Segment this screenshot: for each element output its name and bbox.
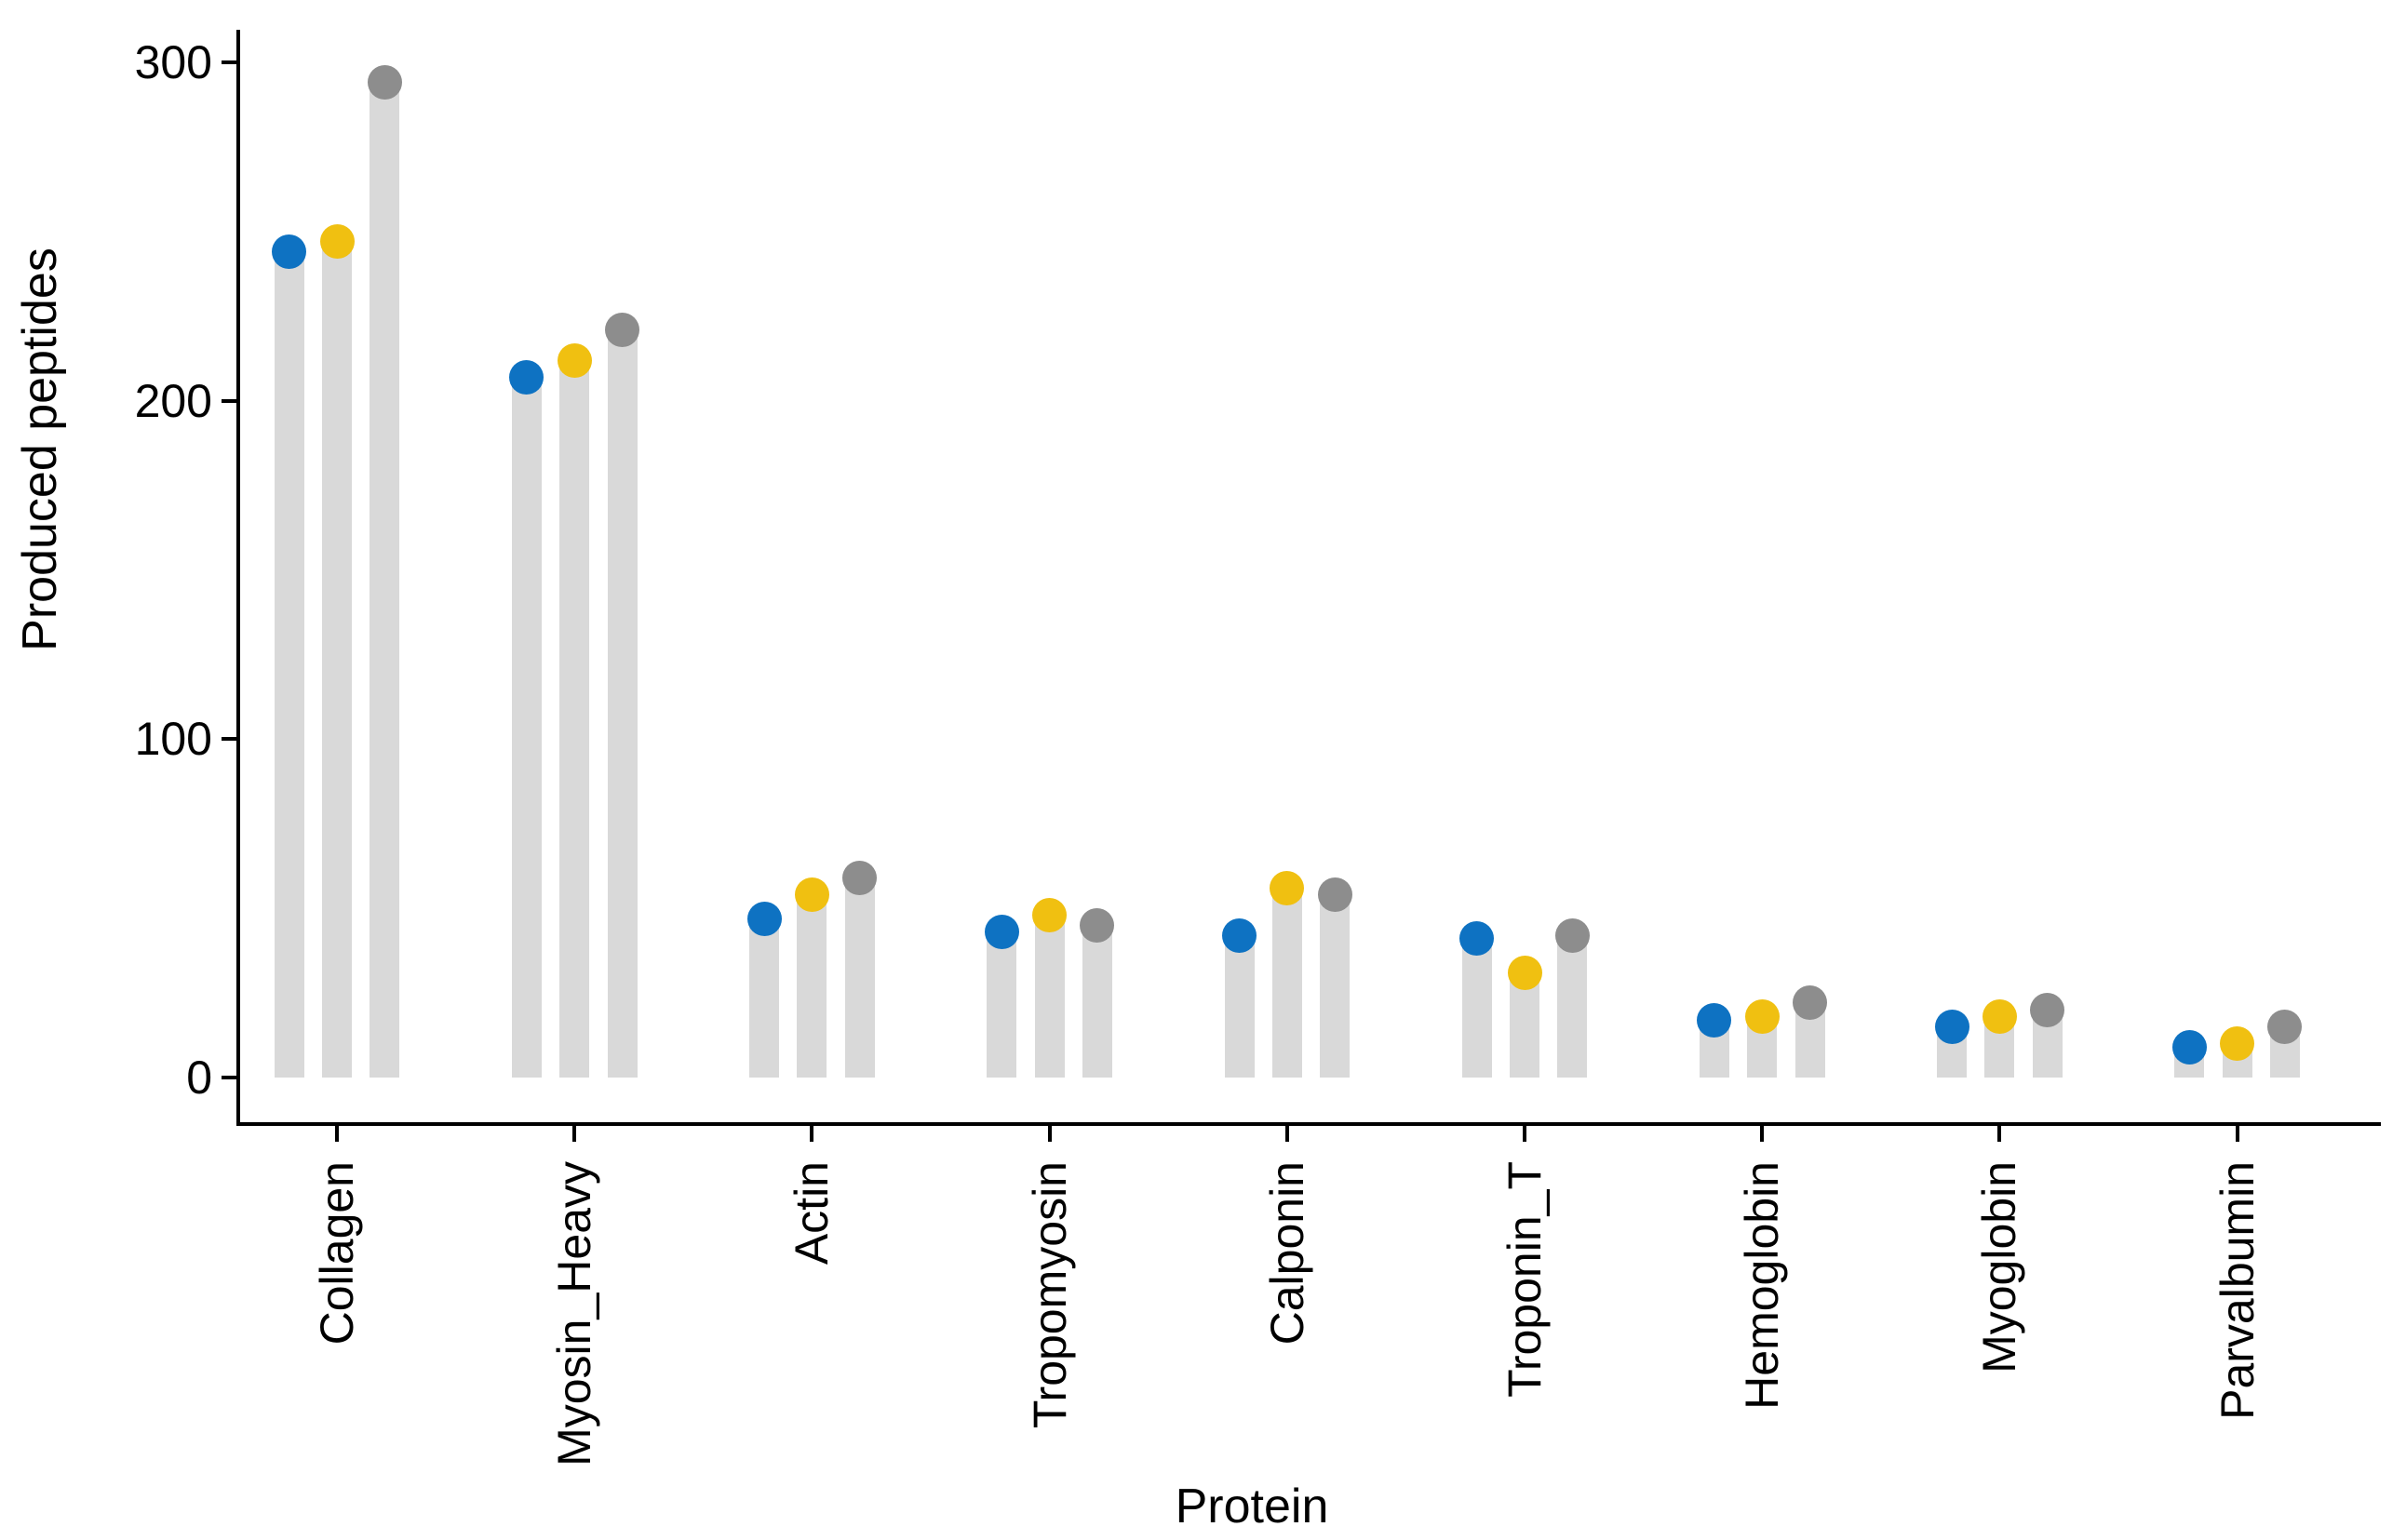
dot-gray	[842, 860, 878, 895]
y-axis-line	[236, 30, 240, 1126]
bar-yellow	[559, 360, 590, 1078]
dot-blue	[1934, 1009, 1969, 1044]
x-category-label: Parvalbumin	[2211, 1161, 2264, 1420]
dot-gray	[2030, 992, 2065, 1027]
dot-blue	[746, 901, 782, 936]
dot-gray	[605, 312, 639, 347]
dot-yellow	[319, 224, 355, 260]
x-tick-mark	[572, 1126, 577, 1142]
dot-yellow	[1032, 897, 1068, 932]
bar-yellow	[797, 894, 827, 1078]
y-tick-label: 300	[134, 36, 212, 88]
bar-gray	[1557, 935, 1588, 1078]
x-category-label: Actin	[786, 1161, 839, 1265]
x-tick-mark	[1284, 1126, 1289, 1142]
bar-gray	[607, 329, 638, 1078]
x-category-label: Myosin_Heavy	[548, 1161, 601, 1466]
x-tick-mark	[1760, 1126, 1765, 1142]
dot-yellow	[794, 877, 829, 913]
bar-yellow	[1034, 915, 1065, 1078]
y-tick-mark	[222, 60, 238, 64]
x-tick-mark	[1523, 1126, 1526, 1142]
dot-yellow	[557, 342, 592, 378]
dot-gray	[2267, 1009, 2303, 1044]
bar-yellow	[1510, 972, 1539, 1078]
y-tick-mark	[222, 1076, 238, 1079]
bar-blue	[987, 931, 1017, 1078]
x-category-label: Myoglobin	[1973, 1161, 2026, 1373]
dot-blue	[1697, 1002, 1732, 1038]
dot-yellow	[1507, 955, 1542, 990]
bar-blue	[1224, 935, 1255, 1078]
x-tick-mark	[810, 1126, 814, 1142]
bar-gray	[1082, 925, 1112, 1078]
x-tick-mark	[2235, 1126, 2239, 1142]
dot-yellow	[1982, 999, 2017, 1035]
bar-blue	[511, 377, 542, 1078]
bar-gray	[844, 877, 875, 1078]
x-tick-mark	[335, 1126, 339, 1142]
dot-blue	[509, 359, 544, 395]
x-category-label: Calponin	[1260, 1161, 1313, 1346]
y-tick-label: 0	[186, 1051, 212, 1104]
x-category-label: Collagen	[311, 1161, 363, 1346]
bar-yellow	[322, 241, 352, 1078]
x-axis-title: Protein	[1175, 1480, 1329, 1533]
bar-blue	[749, 918, 780, 1078]
dot-blue	[1222, 917, 1257, 953]
bar-yellow	[1271, 888, 1302, 1078]
bar-blue	[1461, 938, 1492, 1078]
dot-blue	[272, 234, 307, 270]
y-tick-label: 100	[134, 713, 212, 766]
dot-gray	[1554, 917, 1590, 953]
x-axis-line	[236, 1122, 2381, 1126]
y-axis-title: Produced peptides	[13, 248, 67, 651]
dot-gray	[1080, 907, 1115, 943]
x-tick-mark	[1997, 1126, 2002, 1142]
x-category-label: Hemoglobin	[1736, 1161, 1789, 1410]
y-tick-mark	[222, 737, 238, 742]
dot-gray	[1793, 985, 1827, 1021]
dot-yellow	[1744, 999, 1780, 1035]
x-category-label: Tropomyosin	[1023, 1161, 1076, 1429]
dot-gray	[1317, 877, 1352, 913]
dot-gray	[367, 65, 402, 100]
dot-blue	[984, 915, 1019, 950]
bar-gray	[370, 82, 400, 1078]
dot-blue	[1459, 921, 1495, 957]
x-category-label: Troponin_T	[1499, 1161, 1551, 1398]
dot-blue	[2171, 1029, 2207, 1065]
y-tick-mark	[222, 398, 238, 403]
bar-gray	[1320, 894, 1351, 1078]
dot-yellow	[1270, 870, 1305, 905]
x-tick-mark	[1047, 1126, 1052, 1142]
dot-yellow	[2220, 1026, 2255, 1062]
y-tick-label: 200	[134, 374, 212, 427]
bar-blue	[274, 251, 304, 1078]
